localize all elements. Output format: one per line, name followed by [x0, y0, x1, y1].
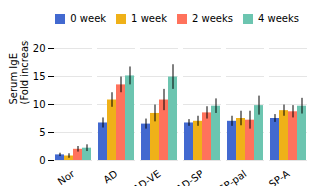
html-text:1 week: 1 week [131, 13, 167, 24]
svg-text:0: 0 [39, 155, 45, 166]
svg-text:AD-SP: AD-SP [174, 168, 205, 186]
svg-text:15: 15 [33, 71, 46, 82]
svg-text:AD-SP-A: AD-SP-A [252, 168, 292, 186]
svg-text:Nor: Nor [56, 168, 78, 186]
svg-text:AD-SP-pal: AD-SP-pal [202, 168, 249, 186]
svg-text:AD-VE: AD-VE [131, 168, 162, 186]
svg-text:10: 10 [33, 99, 46, 110]
svg-text:5: 5 [39, 127, 45, 138]
html-text:2 weeks: 2 weeks [191, 13, 233, 24]
html-text:4 weeks: 4 weeks [258, 13, 299, 24]
html-text:0 week: 0 week [70, 13, 107, 24]
svg-text:AD: AD [101, 168, 119, 186]
svg-text:Serum IgE(Fold increase): Serum IgE(Fold increase) [8, 40, 30, 105]
svg-text:20: 20 [33, 43, 46, 54]
